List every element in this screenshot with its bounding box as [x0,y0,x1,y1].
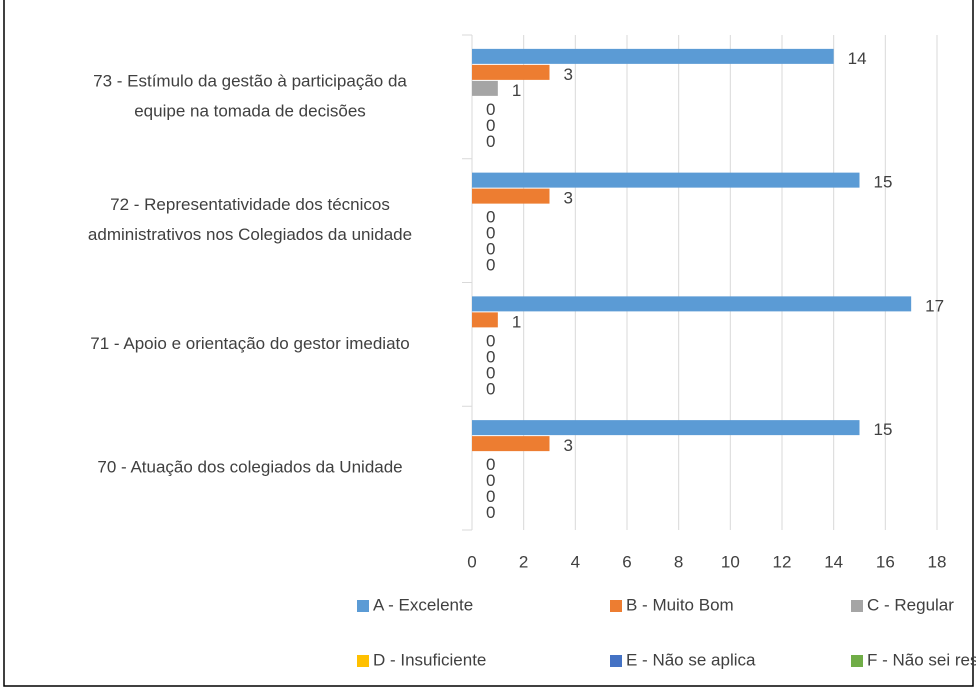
value-label: 0 [486,363,495,382]
legend-label: B - Muito Bom [626,595,734,614]
legend-swatch [851,600,863,612]
category-label: 72 - Representatividade dos técnicos [110,195,390,214]
bar [472,296,912,312]
value-label: 15 [874,173,893,192]
value-label: 3 [564,189,573,208]
legend-label: C - Regular [867,595,954,614]
legend-label: E - Não se aplica [626,650,756,669]
category-label: administrativos nos Colegiados da unidad… [88,225,412,244]
value-label: 0 [486,224,495,243]
value-label: 1 [512,81,521,100]
x-tick-label: 4 [571,552,580,571]
value-label: 3 [564,436,573,455]
bar [472,188,550,204]
frame [3,0,974,687]
value-label: 0 [486,487,495,506]
value-label: 1 [512,312,521,331]
bar [472,172,860,188]
category-label: 70 - Atuação dos colegiados da Unidade [97,458,402,477]
value-label: 0 [486,379,495,398]
bar [472,48,834,64]
legend-label: D - Insuficiente [373,650,486,669]
x-tick-label: 6 [622,552,631,571]
value-label: 0 [486,471,495,490]
bar [472,80,498,96]
legend-swatch [357,655,369,667]
x-tick-label: 10 [721,552,740,571]
x-tick-label: 0 [467,552,476,571]
value-label: 0 [486,132,495,151]
category-label: 71 - Apoio e orientação do gestor imedia… [90,334,409,353]
legend-label: A - Excelente [373,595,473,614]
value-label: 17 [925,296,944,315]
value-label: 0 [486,116,495,135]
x-tick-label: 18 [928,552,947,571]
category-label: equipe na tomada de decisões [134,101,366,120]
value-label: 0 [486,256,495,275]
x-tick-label: 8 [674,552,683,571]
bar [472,64,550,80]
value-label: 0 [486,208,495,227]
value-label: 15 [874,420,893,439]
legend-swatch [610,655,622,667]
value-label: 0 [486,455,495,474]
value-label: 0 [486,100,495,119]
legend-swatch [610,600,622,612]
bar [472,436,550,452]
value-label: 14 [848,49,867,68]
category-label: 73 - Estímulo da gestão à participação d… [93,71,407,90]
x-tick-label: 2 [519,552,528,571]
value-label: 0 [486,503,495,522]
bar [472,420,860,436]
legend-swatch [851,655,863,667]
value-label: 0 [486,347,495,366]
x-tick-label: 16 [876,552,895,571]
value-label: 3 [564,65,573,84]
value-label: 0 [486,240,495,259]
legend-swatch [357,600,369,612]
x-tick-label: 14 [824,552,843,571]
x-tick-label: 12 [773,552,792,571]
bar [472,312,498,328]
legend-label: F - Não sei responder [867,650,976,669]
value-label: 0 [486,331,495,350]
